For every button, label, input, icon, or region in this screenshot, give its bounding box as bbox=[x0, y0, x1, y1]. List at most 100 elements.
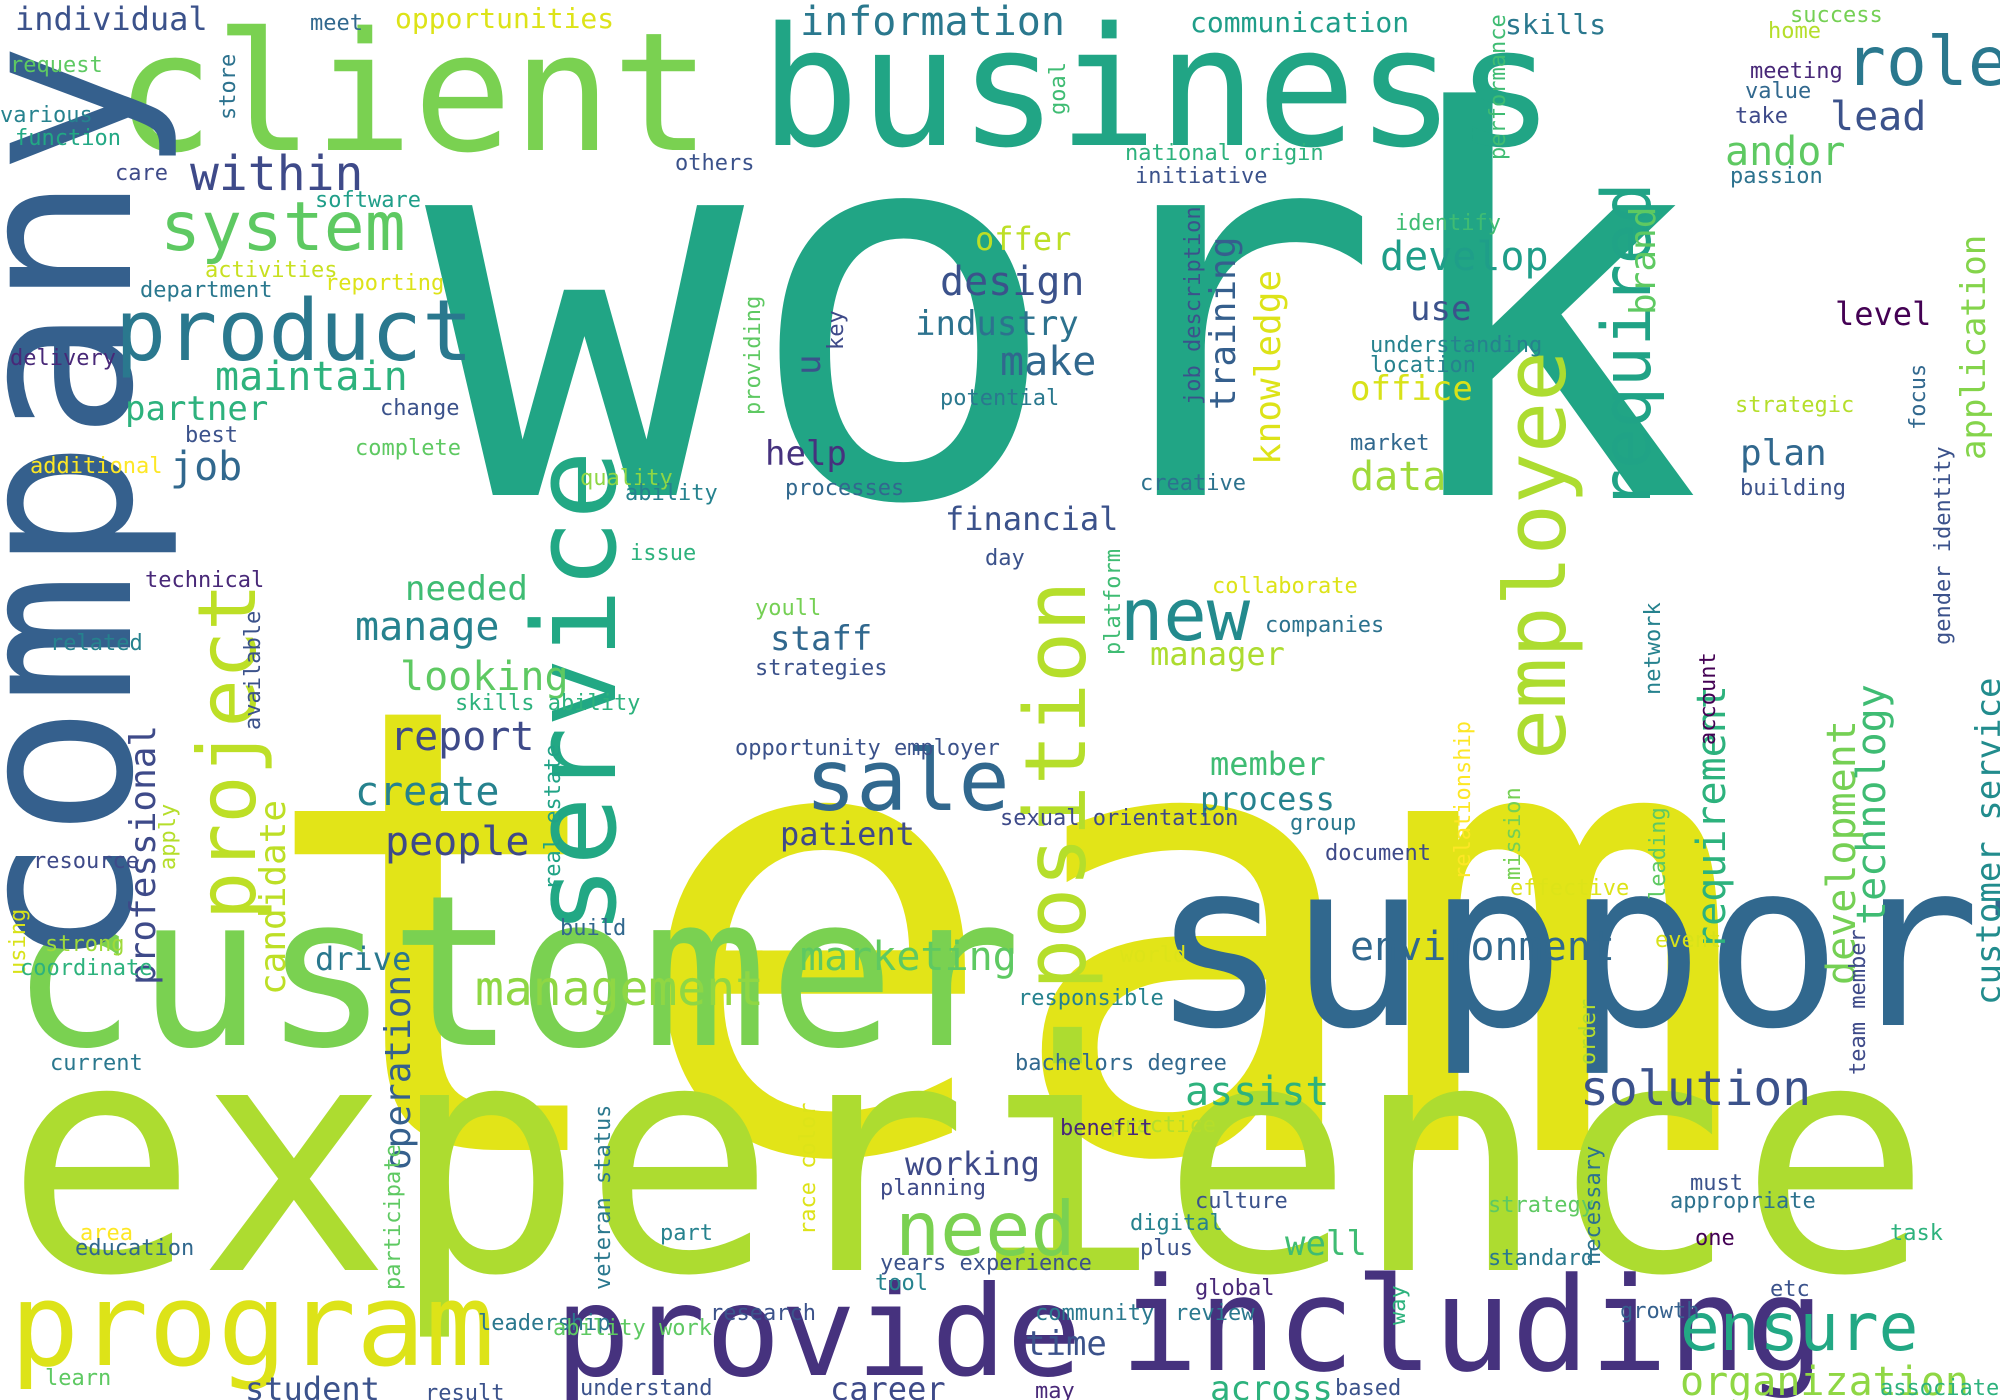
word-environment: environment bbox=[1350, 924, 1615, 970]
word-current: current bbox=[50, 1051, 143, 1076]
word-bachelors-degree: bachelors degree bbox=[1015, 1051, 1227, 1076]
word-passion: passion bbox=[1730, 164, 1823, 189]
word-client: client bbox=[115, 0, 711, 189]
word-initiative: initiative bbox=[1135, 164, 1267, 189]
word-level: level bbox=[1835, 295, 1931, 333]
word-operation: operation bbox=[378, 975, 419, 1170]
word-planning: planning bbox=[880, 1176, 986, 1201]
word-andor: andor bbox=[1725, 129, 1845, 175]
word-looking: looking bbox=[400, 654, 569, 700]
word-years-experience: years experience bbox=[880, 1251, 1092, 1276]
word-benefit: benefit bbox=[1060, 1116, 1153, 1141]
word-area: area bbox=[80, 1221, 133, 1246]
word-maintain: maintain bbox=[215, 354, 408, 400]
word-support: support bbox=[1150, 813, 2000, 1080]
word-training: training bbox=[1203, 237, 1244, 410]
word-leadership: leadership bbox=[478, 1311, 610, 1336]
word-help: help bbox=[765, 434, 847, 474]
word-sexual-orientation: sexual orientation bbox=[1000, 806, 1238, 831]
word-building: building bbox=[1740, 476, 1846, 501]
word-department: department bbox=[140, 278, 272, 303]
word-providing: providing bbox=[741, 296, 766, 415]
word-companies: companies bbox=[1265, 613, 1384, 638]
word-others: others bbox=[675, 151, 754, 176]
word-career: career bbox=[830, 1370, 946, 1400]
word-based: based bbox=[1335, 1376, 1401, 1400]
word-apply: apply bbox=[156, 804, 181, 870]
word-information: information bbox=[800, 0, 1065, 45]
word-youll: youll bbox=[755, 596, 821, 621]
word-race-color: race color bbox=[796, 1103, 821, 1235]
word-market: market bbox=[1350, 431, 1429, 456]
word-communication: communication bbox=[1190, 6, 1409, 39]
word-activities: activities bbox=[205, 258, 337, 283]
word-community: community bbox=[1035, 1301, 1154, 1326]
word-take: take bbox=[1735, 104, 1788, 129]
word-complete: complete bbox=[355, 436, 461, 461]
word-plan: plan bbox=[1740, 433, 1827, 474]
word-position: position bbox=[1007, 581, 1106, 990]
word-candidate: candidate bbox=[253, 800, 294, 995]
word-understand: understand bbox=[580, 1376, 712, 1400]
word-review: review bbox=[1175, 1301, 1255, 1326]
word-leading: leading bbox=[1646, 807, 1671, 900]
word-member: member bbox=[1210, 745, 1326, 783]
word-quality: quality bbox=[580, 466, 673, 491]
word-customer-service: customer service bbox=[1969, 677, 2000, 1005]
word-technical: technical bbox=[145, 568, 264, 593]
word-key: key bbox=[824, 310, 849, 350]
word-customer: customer bbox=[10, 850, 1021, 1095]
word-reporting: reporting bbox=[325, 271, 444, 296]
word-value: value bbox=[1745, 79, 1811, 104]
word-real-estate: real estate bbox=[541, 744, 566, 890]
word-data: data bbox=[1350, 454, 1446, 500]
word-strategy: strategy bbox=[1488, 1193, 1594, 1218]
word-lead: lead bbox=[1830, 94, 1926, 140]
word-responsible: responsible bbox=[1018, 986, 1164, 1011]
word-professional: professional bbox=[123, 725, 164, 985]
word-research: research bbox=[710, 1301, 816, 1326]
word-tool: tool bbox=[875, 1271, 928, 1296]
word-employee: employee bbox=[1487, 351, 1586, 760]
word-requirement: requirement bbox=[1689, 685, 1735, 950]
word-manager: manager bbox=[1150, 635, 1285, 673]
word-assist: assist bbox=[1185, 1069, 1330, 1115]
word-knowledge: knowledge bbox=[1248, 270, 1289, 465]
word-culture: culture bbox=[1195, 1189, 1288, 1214]
word-national-origin: national origin bbox=[1125, 141, 1324, 166]
word-role: role bbox=[1845, 23, 2000, 102]
word-standard: standard bbox=[1488, 1246, 1594, 1271]
word-additional: additional bbox=[30, 454, 162, 479]
word-solution: solution bbox=[1580, 1061, 1811, 1117]
word-practice: practice bbox=[1110, 1113, 1216, 1138]
word-experience: experience bbox=[5, 974, 1932, 1346]
word-success: success bbox=[1790, 3, 1883, 28]
word-brand: brand bbox=[1623, 207, 1664, 315]
word-office: office bbox=[1350, 369, 1473, 409]
word-individual: individual bbox=[15, 0, 208, 38]
word-way: way bbox=[1386, 1285, 1411, 1325]
word-related: related bbox=[50, 631, 143, 656]
word-needed: needed bbox=[405, 569, 528, 609]
word-gender-identity: gender identity bbox=[1931, 446, 1956, 645]
word-network: network bbox=[1641, 602, 1666, 695]
word-product: product bbox=[115, 282, 473, 381]
word-change: change bbox=[380, 396, 459, 421]
word-develop: develop bbox=[1380, 234, 1549, 280]
word-sale: sale bbox=[805, 732, 1010, 831]
word-design: design bbox=[940, 259, 1085, 305]
word-education: education bbox=[75, 1236, 194, 1261]
word-meeting: meeting bbox=[1750, 59, 1843, 84]
word-growth: growth bbox=[1620, 1299, 1699, 1324]
word-day: day bbox=[985, 546, 1025, 571]
word-event: event bbox=[1655, 928, 1721, 953]
word-partner: partner bbox=[125, 389, 268, 429]
word-create: create bbox=[355, 769, 500, 815]
word-drive: drive bbox=[315, 940, 411, 978]
word-manage: manage bbox=[355, 604, 500, 650]
word-result: result bbox=[425, 1381, 504, 1400]
word-part: part bbox=[660, 1221, 713, 1246]
word-across: across bbox=[1210, 1369, 1333, 1400]
